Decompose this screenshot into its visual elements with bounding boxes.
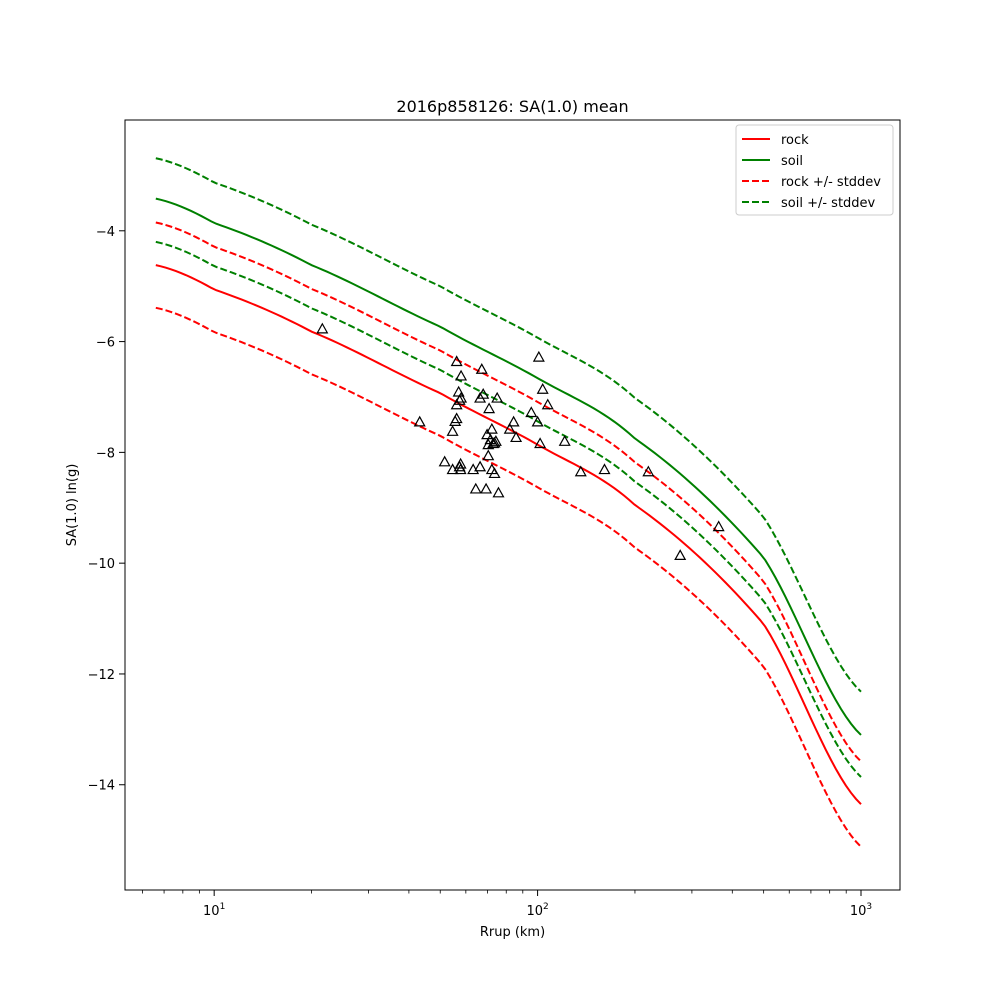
- observation-point: [525, 406, 538, 418]
- x-axis-label: Rrup (km): [480, 925, 545, 940]
- series-lines: [155, 157, 862, 848]
- y-tick-label: −12: [88, 668, 115, 683]
- observation-point: [674, 549, 687, 561]
- observation-point: [438, 455, 451, 467]
- observation-point: [492, 486, 505, 498]
- x-tick-label: 103: [850, 902, 872, 919]
- chart-title: 2016p858126: SA(1.0) mean: [396, 97, 628, 116]
- legend-box: [735, 124, 894, 216]
- y-axis-label: SA(1.0) ln(g): [65, 464, 80, 547]
- legend-label: soil: [781, 154, 803, 169]
- observation-point: [712, 520, 725, 532]
- observation-point: [480, 482, 493, 494]
- observation-point: [531, 415, 544, 427]
- y-tick-label: −4: [96, 225, 115, 240]
- observation-point: [485, 422, 498, 434]
- series-line-2: [155, 221, 862, 763]
- observation-point: [446, 425, 459, 436]
- observation-point: [453, 394, 466, 405]
- observation-point: [477, 387, 490, 399]
- legend-label: soil +/- stddev: [781, 196, 876, 211]
- y-axis-ticks: −14 −12 −10 −8 −6 −4: [88, 225, 125, 794]
- series-line-0: [155, 264, 862, 805]
- y-tick-label: −14: [88, 779, 115, 794]
- x-tick-label: 102: [526, 902, 548, 919]
- y-tick-label: −6: [96, 336, 115, 351]
- observation-point: [450, 355, 463, 367]
- observation-point: [534, 437, 547, 449]
- observation-point: [574, 465, 587, 477]
- series-line-3: [155, 306, 862, 848]
- y-tick-label: −10: [88, 557, 115, 572]
- observation-point: [507, 415, 520, 427]
- observation-point: [474, 391, 487, 403]
- observation-point: [558, 435, 571, 446]
- y-tick-label: −8: [96, 446, 115, 461]
- legend: rock soil rock +/- stddev soil +/- stddev: [735, 124, 894, 216]
- observation-point: [536, 382, 549, 394]
- observation-point: [488, 467, 501, 479]
- observation-point: [469, 482, 482, 494]
- observation-point: [489, 435, 502, 446]
- observation-point: [482, 449, 495, 461]
- observation-point: [455, 369, 468, 381]
- observation-point: [532, 350, 545, 362]
- observation-point: [541, 398, 554, 410]
- observation-point: [475, 363, 488, 374]
- legend-label: rock: [781, 133, 809, 148]
- x-axis-ticks: 101 102 103: [142, 890, 872, 919]
- observation-point: [474, 460, 487, 472]
- observation-point: [642, 465, 655, 477]
- legend-label: rock +/- stddev: [781, 175, 881, 190]
- observation-point: [453, 460, 466, 472]
- observation-point: [491, 391, 504, 403]
- series-line-5: [155, 240, 862, 778]
- observation-point: [413, 415, 426, 427]
- series-line-4: [155, 157, 862, 693]
- plot-area: [155, 157, 862, 848]
- observation-point: [510, 431, 523, 443]
- series-line-1: [155, 197, 862, 736]
- axes-frame: [124, 119, 901, 891]
- observation-point: [316, 322, 329, 334]
- observation-point: [449, 415, 462, 426]
- observation-point: [481, 428, 494, 440]
- observation-points: [316, 322, 725, 561]
- x-tick-label: 101: [203, 902, 225, 919]
- observation-point: [598, 463, 611, 475]
- observation-point: [503, 422, 516, 434]
- observation-point: [483, 402, 496, 414]
